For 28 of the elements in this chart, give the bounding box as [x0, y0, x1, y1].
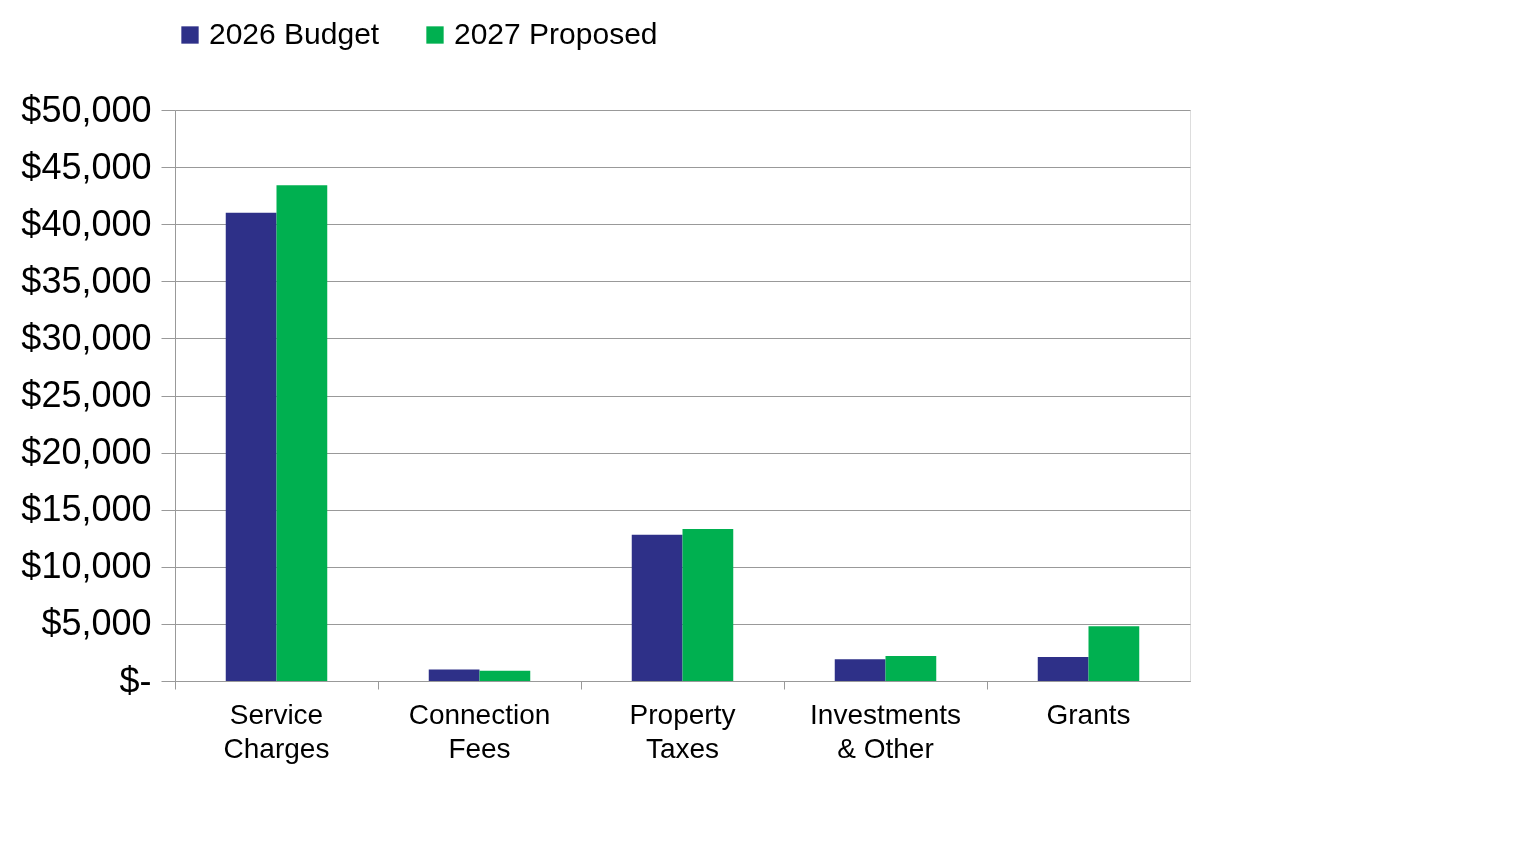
bar [885, 655, 937, 681]
bar [428, 669, 480, 681]
y-tick-label: $20,000 [21, 431, 152, 473]
bar [1037, 657, 1089, 681]
y-tick-label: $- [119, 659, 152, 701]
bar [834, 659, 886, 681]
y-tick-label: $25,000 [21, 374, 152, 415]
bar [225, 212, 277, 681]
bar [479, 670, 531, 681]
x-tick-label: Investments & Other [810, 698, 961, 764]
x-tick-label: Grants [1046, 698, 1131, 730]
y-tick-label: $5,000 [41, 602, 152, 644]
y-tick-label: $40,000 [21, 202, 152, 244]
legend-label: 2027 Proposed [454, 17, 658, 50]
y-tick-label: $45,000 [21, 145, 152, 187]
x-tick-label: Property Taxes [629, 698, 736, 764]
y-tick-label: $50,000 [21, 88, 152, 130]
y-tick-label: $30,000 [21, 316, 152, 358]
y-tick-label: $35,000 [21, 259, 152, 301]
bar [682, 529, 734, 681]
legend-label: 2026 Budget [209, 17, 380, 50]
y-tick-label: $15,000 [21, 488, 152, 530]
y-tick-label: $10,000 [21, 545, 152, 587]
x-tick-label: Service Charges [223, 698, 330, 764]
x-tick-label: Connection Fees [408, 698, 551, 764]
bar [1088, 626, 1140, 681]
bar [276, 185, 328, 681]
bar [631, 534, 683, 681]
